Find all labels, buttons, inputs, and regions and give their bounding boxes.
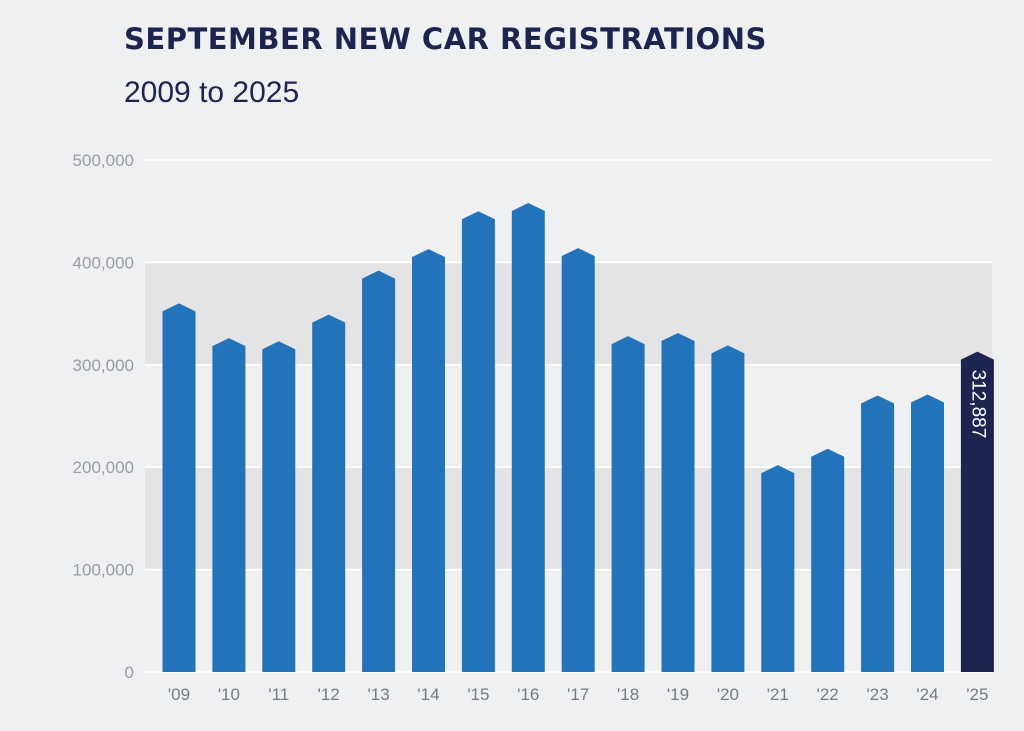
- x-tick-label: '25: [966, 685, 988, 704]
- x-tick-label: '19: [667, 685, 689, 704]
- bar-09: [162, 303, 196, 672]
- y-tick-label: 400,000: [73, 253, 134, 272]
- x-tick-label: '10: [218, 685, 240, 704]
- x-tick-label: '15: [467, 685, 489, 704]
- bar-25: [960, 351, 994, 672]
- x-tick-label: '09: [168, 685, 190, 704]
- y-tick-label: 0: [125, 663, 134, 682]
- bar-16: [511, 203, 545, 672]
- x-tick-label: '21: [767, 685, 789, 704]
- x-tick-label: '23: [867, 685, 889, 704]
- x-tick-label: '16: [517, 685, 539, 704]
- bar-23: [861, 395, 895, 672]
- bar-24: [911, 394, 944, 672]
- bar-22: [811, 448, 845, 672]
- highlight-data-label: 312,887: [967, 370, 988, 439]
- x-tick-label: '18: [617, 685, 639, 704]
- x-tick-label: '13: [368, 685, 390, 704]
- x-tick-label: '20: [717, 685, 739, 704]
- bar-20: [711, 345, 745, 672]
- y-tick-label: 100,000: [73, 561, 134, 580]
- bar-21: [761, 465, 795, 672]
- y-tick-label: 300,000: [73, 356, 134, 375]
- x-tick-label: '14: [417, 685, 439, 704]
- bar-12: [312, 314, 346, 672]
- y-tick-label: 200,000: [73, 458, 134, 477]
- x-tick-label: '12: [318, 685, 340, 704]
- bar-11: [262, 341, 296, 672]
- bar-10: [212, 338, 246, 672]
- bar-13: [362, 270, 396, 672]
- x-tick-label: '22: [817, 685, 839, 704]
- bar-19: [661, 333, 695, 672]
- chart-title: SEPTEMBER NEW CAR REGISTRATIONS: [124, 22, 767, 56]
- x-tick-label: '17: [567, 685, 589, 704]
- y-tick-label: 500,000: [73, 151, 134, 170]
- bar-14: [412, 249, 445, 672]
- x-tick-label: '24: [916, 685, 938, 704]
- bar-15: [461, 211, 495, 672]
- bar-18: [611, 336, 645, 672]
- bar-17: [561, 248, 595, 672]
- x-tick-label: '11: [268, 685, 289, 704]
- chart-subtitle: 2009 to 2025: [124, 76, 300, 109]
